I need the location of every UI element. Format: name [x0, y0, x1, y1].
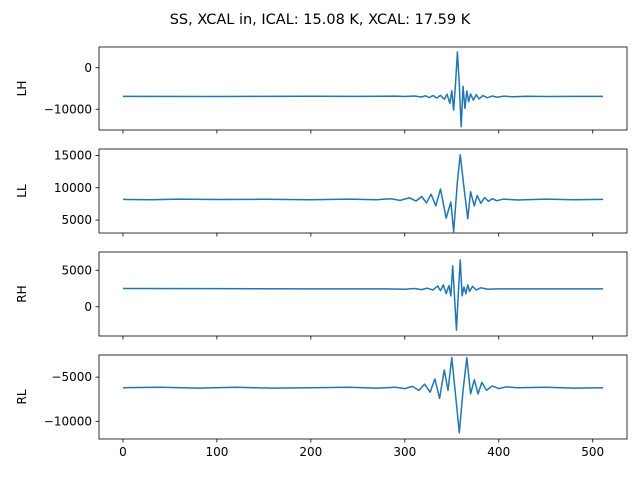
axes-frame: [98, 354, 628, 440]
x-tick-label: 200: [299, 445, 322, 459]
series-line-ll: [122, 154, 604, 233]
series-line-rl: [122, 356, 604, 434]
subplot-rh: 0 5000 RH: [15, 251, 628, 340]
subplot-ll: 5000 10000 15000 LL: [15, 148, 628, 237]
subplot-rl: −10000 −5000 0 100 200 300 400 500 RL: [15, 354, 628, 459]
y-tick-label: −5000: [51, 370, 92, 384]
axes-frame: [98, 46, 628, 131]
y-tick-label: 0: [84, 300, 92, 314]
y-tick-label: 0: [84, 61, 92, 75]
y-tick-label: 10000: [54, 181, 92, 195]
subplot-lh: −10000 0 LH: [15, 46, 628, 134]
y-tick-label: −10000: [44, 102, 92, 116]
x-tick-label: 400: [487, 445, 510, 459]
y-axis-label: RH: [15, 285, 29, 302]
figure-title: SS, XCAL in, ICAL: 15.08 K, XCAL: 17.59 …: [170, 12, 471, 28]
subplots: −100000LH50001000015000LL05000RH−10000−5…: [15, 46, 628, 459]
axes-frame: [98, 148, 628, 234]
axes-frame: [98, 251, 628, 337]
y-tick-label: −10000: [44, 414, 92, 428]
x-tick-label: 0: [119, 445, 127, 459]
x-tick-label: 100: [205, 445, 228, 459]
y-tick-label: 15000: [54, 148, 92, 162]
y-axis-label: RL: [15, 389, 29, 404]
y-axis-label: LH: [15, 81, 29, 97]
x-tick-label: 500: [581, 445, 604, 459]
y-tick-label: 5000: [61, 263, 92, 277]
y-tick-label: 5000: [61, 213, 92, 227]
series-line-lh: [122, 51, 604, 128]
series-line-rh: [122, 259, 604, 331]
y-axis-label: LL: [15, 184, 29, 198]
x-tick-label: 300: [393, 445, 416, 459]
